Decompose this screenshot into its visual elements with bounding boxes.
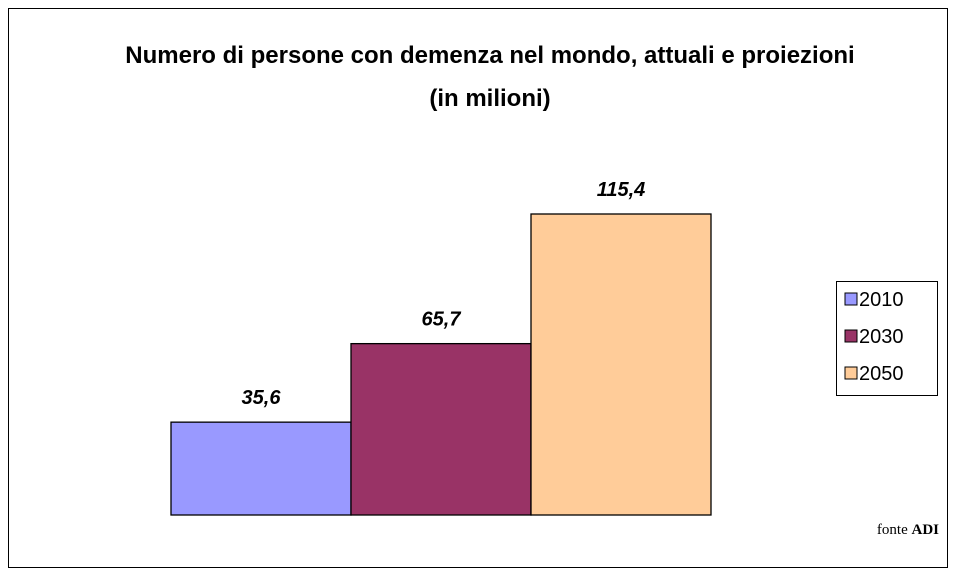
bar <box>170 421 352 516</box>
legend-label: 2030 <box>859 326 904 348</box>
source-name: ADI <box>911 522 939 538</box>
legend-swatch <box>844 292 858 306</box>
legend-label: 2050 <box>859 363 904 385</box>
legend-label: 2010 <box>859 289 904 311</box>
bar <box>350 342 532 516</box>
chart: 35,6 65,7 115,4 2010 2030 2050 <box>170 179 938 516</box>
page: Numero di persone con demenza nel mondo,… <box>8 8 948 568</box>
legend-swatch <box>844 329 858 343</box>
legend-swatch <box>844 366 858 380</box>
data-label: 35,6 <box>242 387 282 409</box>
bar <box>530 213 712 516</box>
data-label: 115,4 <box>597 179 646 201</box>
chart-title: Numero di persone con demenza nel mondo,… <box>125 42 855 112</box>
source-label: fonte <box>876 522 908 538</box>
source-note: fonte ADI <box>877 522 939 539</box>
data-label: 65,7 <box>422 309 462 331</box>
